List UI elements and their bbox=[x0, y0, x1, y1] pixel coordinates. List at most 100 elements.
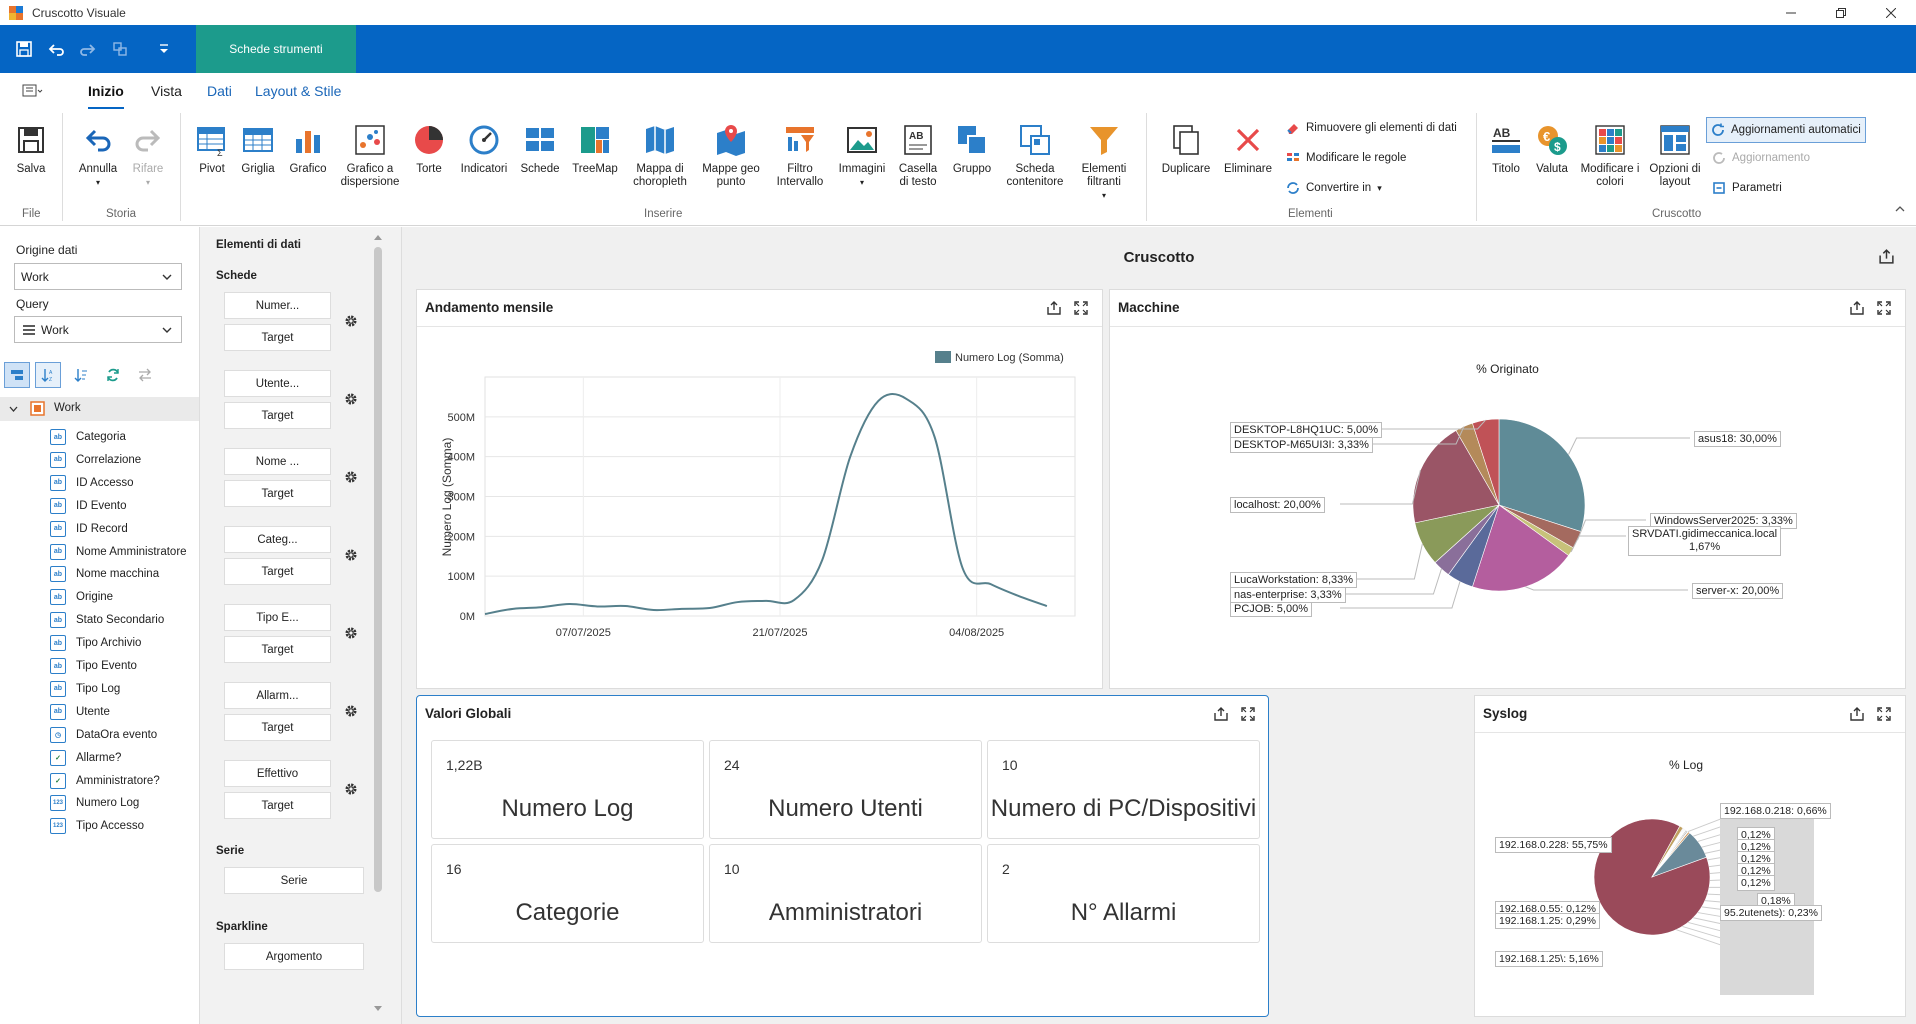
card-target-box[interactable]: Target bbox=[224, 792, 331, 819]
pivot-button[interactable]: Σ Pivot bbox=[192, 123, 232, 176]
layout-options-button[interactable]: Opzioni di layout bbox=[1646, 123, 1704, 189]
field-item[interactable]: 123 Numero Log bbox=[50, 793, 139, 813]
undo-icon[interactable] bbox=[46, 39, 66, 59]
tab-inizio[interactable]: Inizio bbox=[88, 83, 124, 110]
field-item[interactable]: ab Categoria bbox=[50, 427, 126, 447]
convert-to-button[interactable]: Convertire in ▾ bbox=[1286, 181, 1382, 195]
gear-icon[interactable] bbox=[344, 314, 358, 328]
field-item[interactable]: ✓ Amministratore? bbox=[50, 771, 160, 791]
geo-point-map-button[interactable]: Mappe geo punto bbox=[698, 123, 764, 189]
gear-icon[interactable] bbox=[344, 704, 358, 718]
export-icon[interactable] bbox=[1878, 248, 1895, 265]
app-menu-icon[interactable] bbox=[22, 83, 44, 99]
filter-elements-button[interactable]: Elementi filtranti ▾ bbox=[1074, 123, 1134, 202]
layout-icon[interactable] bbox=[110, 39, 130, 59]
export-icon[interactable] bbox=[1849, 706, 1865, 722]
card-target-box[interactable]: Target bbox=[224, 480, 331, 507]
scrollbar-thumb[interactable] bbox=[374, 247, 382, 892]
card-value-box[interactable]: Nome ... bbox=[224, 448, 331, 475]
gear-icon[interactable] bbox=[344, 782, 358, 796]
card-value-box[interactable]: Utente... bbox=[224, 370, 331, 397]
card-value-box[interactable]: Numer... bbox=[224, 292, 331, 319]
restore-button[interactable] bbox=[1816, 0, 1866, 25]
save-icon[interactable] bbox=[14, 39, 34, 59]
field-item[interactable]: ◷ DataOra evento bbox=[50, 725, 157, 745]
field-item[interactable]: ab Tipo Log bbox=[50, 679, 120, 699]
field-item[interactable]: ab Tipo Evento bbox=[50, 656, 137, 676]
minimize-button[interactable] bbox=[1766, 0, 1816, 25]
gear-icon[interactable] bbox=[344, 548, 358, 562]
refresh-fields-button[interactable] bbox=[100, 362, 126, 388]
field-item[interactable]: 123 Tipo Accesso bbox=[50, 816, 144, 836]
gear-icon[interactable] bbox=[344, 470, 358, 484]
contextual-tab-schede-strumenti[interactable]: Schede strumenti bbox=[196, 25, 356, 73]
remove-data-items-button[interactable]: Rimuovere gli elementi di dati bbox=[1286, 121, 1457, 135]
close-window-button[interactable] bbox=[1866, 0, 1916, 25]
field-item[interactable]: ab ID Evento bbox=[50, 496, 127, 516]
images-button[interactable]: Immagini ▾ bbox=[836, 123, 888, 189]
series-drop-box[interactable]: Serie bbox=[224, 867, 364, 894]
redo-icon[interactable] bbox=[78, 39, 98, 59]
card-value-box[interactable]: Allarm... bbox=[224, 682, 331, 709]
field-item[interactable]: ab ID Accesso bbox=[50, 473, 134, 493]
chart-button[interactable]: Grafico bbox=[284, 123, 332, 176]
export-icon[interactable] bbox=[1849, 300, 1865, 316]
group-by-type-button[interactable] bbox=[4, 362, 30, 388]
maximize-icon[interactable] bbox=[1073, 300, 1089, 316]
card-target-box[interactable]: Target bbox=[224, 324, 331, 351]
field-item[interactable]: ✓ Allarme? bbox=[50, 748, 121, 768]
tab-container-button[interactable]: Scheda contenitore bbox=[1002, 123, 1068, 189]
chevron-down-icon[interactable] bbox=[9, 405, 18, 414]
card-target-box[interactable]: Target bbox=[224, 402, 331, 429]
cards-button[interactable]: Schede bbox=[518, 123, 562, 176]
delete-button[interactable]: Eliminare bbox=[1220, 123, 1276, 176]
collapse-ribbon-icon[interactable] bbox=[1894, 203, 1906, 215]
tab-layout-stile[interactable]: Layout & Stile bbox=[255, 83, 342, 99]
sort-descending-button[interactable] bbox=[68, 362, 94, 388]
maximize-icon[interactable] bbox=[1876, 300, 1892, 316]
title-button[interactable]: AB Titolo bbox=[1486, 123, 1526, 176]
maximize-icon[interactable] bbox=[1240, 706, 1256, 722]
refresh-button[interactable]: Aggiornamento bbox=[1712, 151, 1810, 165]
query-select[interactable]: Work bbox=[14, 316, 182, 343]
card-target-box[interactable]: Target bbox=[224, 714, 331, 741]
save-button[interactable]: Salva bbox=[12, 123, 50, 176]
argument-drop-box[interactable]: Argomento bbox=[224, 943, 364, 970]
export-icon[interactable] bbox=[1046, 300, 1062, 316]
pie-button[interactable]: Torte bbox=[408, 123, 450, 176]
choropleth-map-button[interactable]: Mappa di choropleth bbox=[628, 123, 692, 189]
field-item[interactable]: ab ID Record bbox=[50, 519, 128, 539]
export-icon[interactable] bbox=[1213, 706, 1229, 722]
swap-button[interactable] bbox=[132, 362, 158, 388]
redo-button[interactable]: Rifare ▾ bbox=[128, 123, 168, 189]
maximize-icon[interactable] bbox=[1876, 706, 1892, 722]
card-target-box[interactable]: Target bbox=[224, 558, 331, 585]
range-filter-button[interactable]: Filtro Intervallo bbox=[770, 123, 830, 189]
scatter-chart-button[interactable]: Grafico a dispersione bbox=[338, 123, 402, 189]
scroll-up-icon[interactable] bbox=[373, 233, 383, 241]
text-box-button[interactable]: AB Casella di testo bbox=[894, 123, 942, 189]
card-value-box[interactable]: Effettivo bbox=[224, 760, 331, 787]
field-item[interactable]: ab Stato Secondario bbox=[50, 610, 164, 630]
parameters-button[interactable]: Parametri bbox=[1712, 181, 1782, 195]
tab-dati[interactable]: Dati bbox=[207, 83, 232, 99]
group-button[interactable]: Gruppo bbox=[948, 123, 996, 176]
card-target-box[interactable]: Target bbox=[224, 636, 331, 663]
auto-refresh-toggle[interactable]: Aggiornamenti automatici bbox=[1706, 117, 1866, 143]
field-item[interactable]: ab Nome Amministratore bbox=[50, 542, 187, 562]
card-value-box[interactable]: Tipo E... bbox=[224, 604, 331, 631]
scroll-down-icon[interactable] bbox=[373, 1005, 383, 1013]
field-item[interactable]: ab Utente bbox=[50, 702, 110, 722]
card-value-box[interactable]: Categ... bbox=[224, 526, 331, 553]
field-item[interactable]: ab Tipo Archivio bbox=[50, 633, 141, 653]
origin-select[interactable]: Work bbox=[14, 263, 182, 290]
gear-icon[interactable] bbox=[344, 392, 358, 406]
tab-vista[interactable]: Vista bbox=[151, 83, 182, 99]
treemap-button[interactable]: TreeMap bbox=[568, 123, 622, 176]
field-item[interactable]: ab Correlazione bbox=[50, 450, 141, 470]
duplicate-button[interactable]: Duplicare bbox=[1156, 123, 1216, 176]
currency-button[interactable]: € $ Valuta bbox=[1532, 123, 1572, 176]
field-item[interactable]: ab Nome macchina bbox=[50, 564, 159, 584]
edit-colors-button[interactable]: Modificare i colori bbox=[1578, 123, 1642, 189]
gear-icon[interactable] bbox=[344, 626, 358, 640]
